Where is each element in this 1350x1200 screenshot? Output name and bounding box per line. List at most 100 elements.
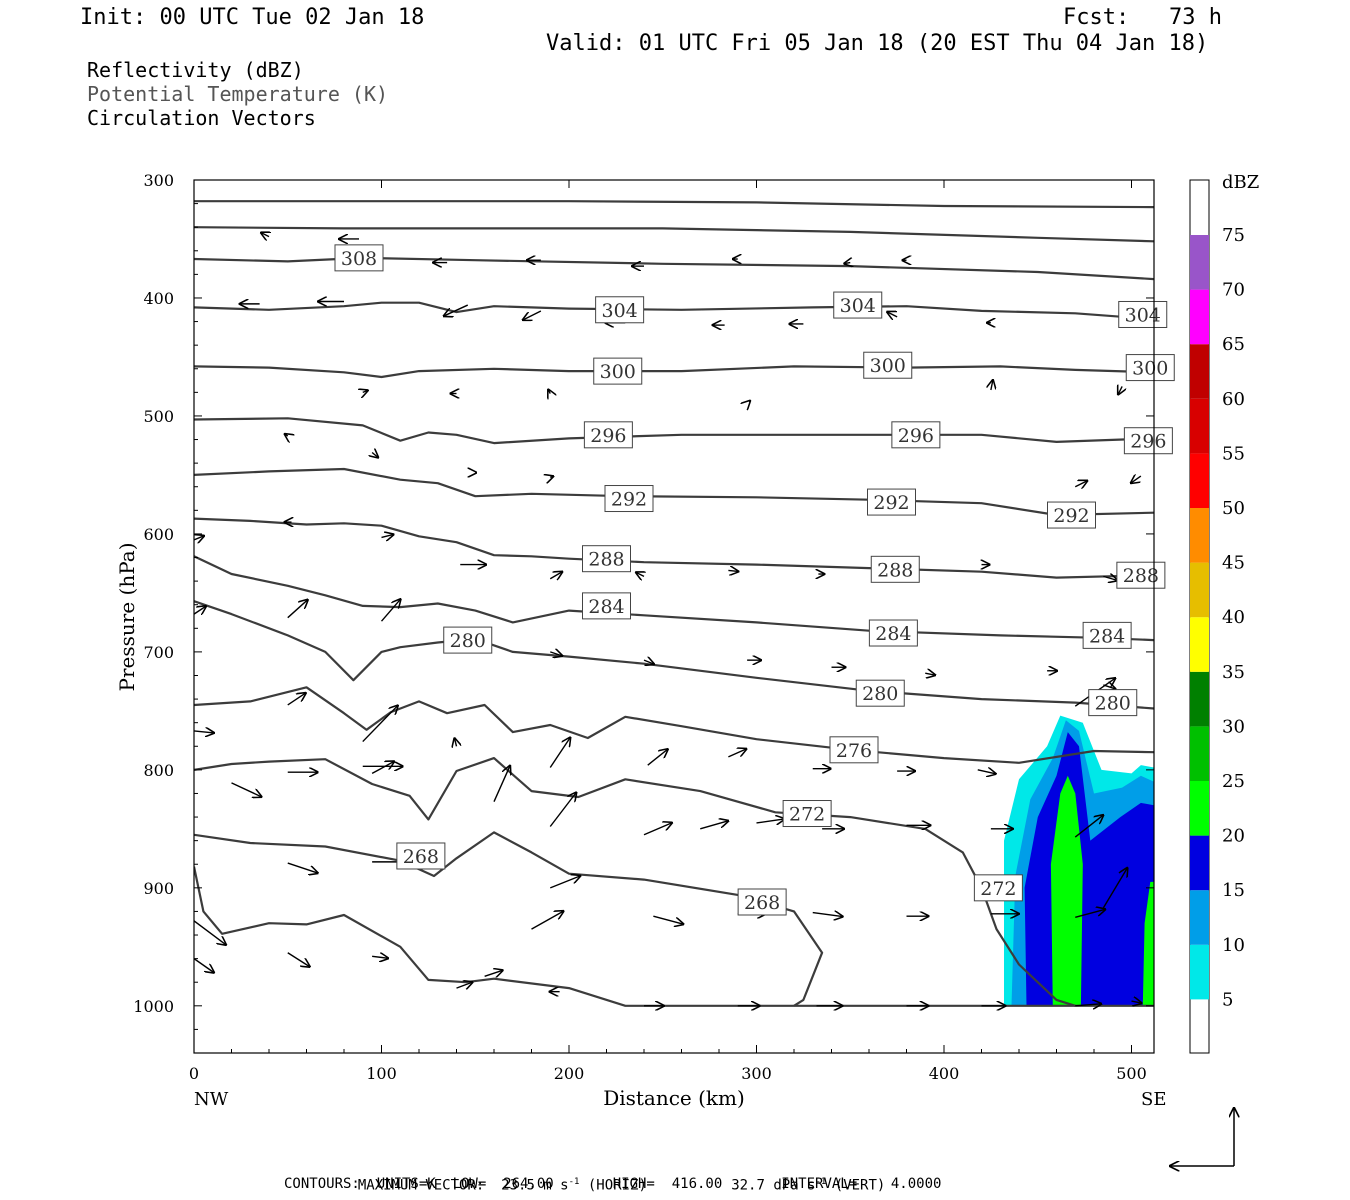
y-tick-label: 900 [143, 879, 174, 898]
contour-label: 280 [1095, 693, 1131, 715]
circulation-vector [548, 390, 550, 394]
colorbar-swatch-70 [1190, 235, 1209, 290]
contour-label: 296 [590, 425, 626, 447]
colorbar-swatch-45 [1190, 508, 1209, 563]
contour-label: 292 [873, 492, 909, 514]
contour-label: 284 [588, 596, 624, 618]
forecast-hour: Fcst: 73 h [1063, 5, 1222, 30]
contour-label-box [1088, 689, 1138, 717]
contour-label: 300 [1132, 358, 1168, 380]
circulation-vector [647, 749, 668, 766]
colorbar-label: 25 [1222, 771, 1245, 792]
circulation-vector [362, 706, 398, 743]
circulation-vector [550, 476, 553, 477]
colorbar-label: 60 [1222, 389, 1245, 410]
colorbar-label: 45 [1222, 553, 1245, 574]
colorbar-swatch-5 [1190, 944, 1209, 1000]
colorbar-label: 65 [1222, 334, 1245, 355]
circulation-vector [812, 913, 843, 917]
x-tick-label: 300 [741, 1064, 772, 1083]
circulation-vector [549, 792, 576, 827]
circulation-vector [1103, 576, 1117, 580]
max-vector-line: MAXIMUM VECTOR: 23.5 m s-1 (HORIZ) 32.7 … [341, 1158, 885, 1194]
x-end-label-se: SE [1141, 1089, 1166, 1110]
y-tick-label: 300 [143, 171, 174, 190]
x-tick-label: 400 [929, 1064, 960, 1083]
theta-contour-264 [194, 866, 1154, 1007]
colorbar: 5 10 15 20 25 30 35 40 45 50 55 60 65 70 75 [1189, 179, 1245, 1054]
y-tick-label: 400 [143, 289, 174, 308]
contour-label-box [1116, 561, 1166, 589]
circulation-vector [493, 766, 510, 803]
theta-contour-layer [194, 200, 1154, 1007]
circulation-vector [363, 390, 368, 392]
theta-contour-272 [194, 756, 1076, 1007]
colorbar-swatch-55 [1190, 398, 1209, 454]
x-tick-label: 0 [189, 1064, 199, 1083]
circulation-vector [523, 310, 542, 320]
circulation-vector [231, 782, 262, 797]
reflectivity-layer [1004, 715, 1154, 1006]
colorbar-label: 5 [1222, 989, 1233, 1010]
circulation-vector [456, 982, 473, 988]
y-tick-label: 500 [143, 407, 174, 426]
contour-label: 288 [1123, 565, 1159, 587]
valid-time: Valid: 01 UTC Fri 05 Jan 18 (20 EST Thu … [546, 31, 1209, 56]
colorbar-label: 55 [1222, 443, 1245, 464]
circulation-vector [261, 233, 269, 237]
field-potential-temperature: Potential Temperature (K) [87, 82, 389, 106]
contour-label-box [868, 619, 918, 647]
circulation-vector [643, 823, 672, 836]
circulation-vector [549, 876, 580, 889]
contour-label-box [829, 736, 879, 764]
circulation-vector [194, 920, 226, 945]
contour-label: 272 [789, 804, 825, 826]
circulation-vector [887, 312, 898, 317]
colorbar-swatch-20 [1190, 781, 1209, 836]
colorbar-swatch-60 [1190, 344, 1209, 399]
contour-label: 272 [980, 878, 1016, 900]
contour-label-box [855, 679, 905, 707]
contour-label-box [443, 626, 493, 654]
circulation-vector [636, 572, 644, 576]
colorbar-label: 50 [1222, 498, 1245, 519]
circulation-vector [1131, 1001, 1142, 1003]
contour-label: 280 [450, 630, 486, 652]
circulation-vector [287, 862, 318, 873]
circulation-vector [381, 534, 394, 537]
contour-label: 300 [870, 355, 906, 377]
circulation-vector [1075, 1004, 1101, 1006]
contour-label-box [583, 421, 633, 449]
circulation-vector [749, 401, 750, 402]
circulation-vector [925, 673, 935, 675]
circulation-vector [194, 536, 204, 540]
circulation-vector [372, 453, 378, 458]
colorbar-swatch-30 [1190, 671, 1209, 727]
x-tick-label: 100 [366, 1064, 397, 1083]
colorbar-label: 70 [1222, 280, 1245, 301]
colorbar-swatch-40 [1190, 562, 1209, 618]
contour-label: 280 [862, 683, 898, 705]
circulation-vector [728, 749, 746, 758]
circulation-vector [844, 263, 850, 264]
contour-label: 284 [1089, 625, 1125, 647]
contour-label: 304 [601, 300, 637, 322]
circulation-vector [1074, 815, 1103, 838]
circulation-vector [977, 770, 996, 774]
contour-label: 296 [898, 425, 934, 447]
colorbar-swatch-50 [1190, 453, 1209, 508]
theta-contour-292 [194, 467, 1154, 517]
colorbar-label: 35 [1222, 662, 1245, 683]
y-tick-label: 700 [143, 643, 174, 662]
contour-label-box [582, 545, 631, 573]
circulation-vector [194, 731, 214, 733]
circulation-vector [549, 572, 562, 579]
theta-contour-308 [194, 256, 1154, 281]
circulation-vector [444, 304, 469, 316]
contour-label-box [867, 488, 916, 516]
contour-label: 276 [836, 740, 872, 762]
max-vert-value: 32.7 dPa s [731, 1177, 816, 1194]
y-tick-label: 600 [143, 525, 174, 544]
contour-label-box [1125, 354, 1175, 382]
